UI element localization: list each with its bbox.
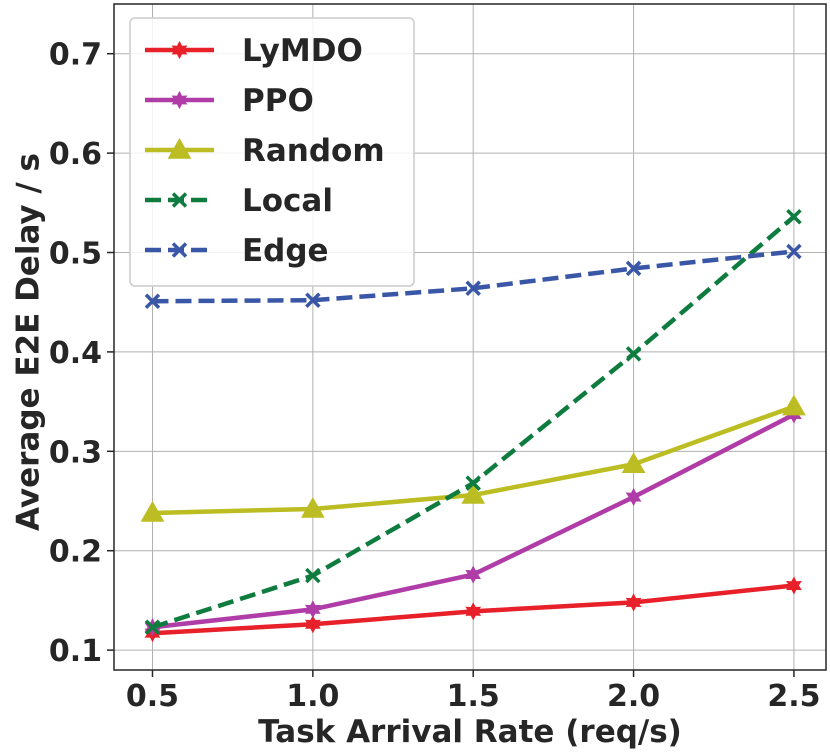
data-point-lymdo: [465, 602, 482, 621]
x-tick-label: 0.5: [126, 679, 179, 714]
data-point-random: [461, 483, 486, 504]
x-axis-title: Task Arrival Rate (req/s): [258, 714, 682, 750]
legend-marker-lymdo: [171, 40, 188, 60]
data-point-lymdo: [625, 593, 642, 612]
data-point-ppo: [304, 600, 321, 619]
legend-label-lymdo: LyMDO: [242, 33, 363, 69]
y-tick-label: 0.4: [49, 336, 102, 371]
data-point-random: [782, 394, 806, 416]
legend-item-lymdo: LyMDO: [145, 33, 363, 69]
legend-marker-local: [171, 192, 188, 208]
x-tick-label: 2.5: [767, 679, 820, 714]
x-tick-label: 2.0: [607, 679, 660, 714]
data-point-lymdo: [786, 576, 802, 595]
x-tick-label: 1.5: [447, 679, 500, 714]
series-random: [140, 394, 806, 522]
data-point-edge: [305, 292, 321, 308]
data-point-local: [305, 567, 321, 584]
y-tick-label: 0.5: [49, 237, 102, 272]
series-line-edge: [152, 249, 795, 304]
y-tick-label: 0.2: [49, 535, 102, 570]
y-tick-label: 0.3: [49, 435, 102, 470]
plot-frame: [113, 3, 827, 671]
legend-item-edge: Edge: [145, 233, 329, 269]
series-edge: [144, 243, 802, 309]
data-point-lymdo: [304, 615, 321, 634]
data-point-random: [140, 500, 165, 522]
legend-marker-random: [167, 137, 192, 159]
legend-item-local: Local: [145, 183, 333, 219]
data-point-random: [300, 496, 325, 518]
legend-label-edge: Edge: [242, 233, 329, 269]
legend-label-random: Random: [242, 133, 385, 169]
series-layer: [140, 208, 806, 643]
legend-item-ppo: PPO: [145, 83, 314, 119]
y-axis-title: Average E2E Delay / s: [11, 153, 47, 531]
data-point-local: [465, 475, 481, 491]
data-point-local: [786, 208, 802, 225]
y-tick-label: 0.6: [49, 137, 102, 172]
data-point-edge: [625, 260, 642, 277]
legend: LyMDO PPO Random Local Edge: [129, 17, 415, 287]
legend-box: [129, 17, 415, 287]
data-point-local: [625, 346, 642, 362]
data-point-random: [621, 452, 646, 473]
data-point-edge: [786, 243, 802, 260]
axis-ticks: 0.5 1.0 1.5 2.0 2.5 0.1 0.2 0.3 0.4 0.5 0.6 0.7: [49, 38, 821, 714]
legend-item-random: Random: [145, 133, 385, 169]
x-tick-label: 1.0: [286, 679, 339, 714]
data-point-edge: [144, 293, 161, 309]
series-local: [144, 208, 802, 635]
legend-marker-edge: [171, 242, 188, 258]
data-point-edge: [465, 280, 481, 297]
data-point-local: [144, 619, 161, 635]
data-point-ppo: [465, 565, 482, 584]
y-tick-label: 0.1: [49, 634, 102, 669]
legend-label-local: Local: [242, 183, 333, 219]
data-point-ppo: [625, 487, 642, 507]
y-tick-label: 0.7: [49, 38, 102, 73]
legend-label-ppo: PPO: [242, 83, 314, 119]
legend-marker-ppo: [171, 90, 188, 110]
